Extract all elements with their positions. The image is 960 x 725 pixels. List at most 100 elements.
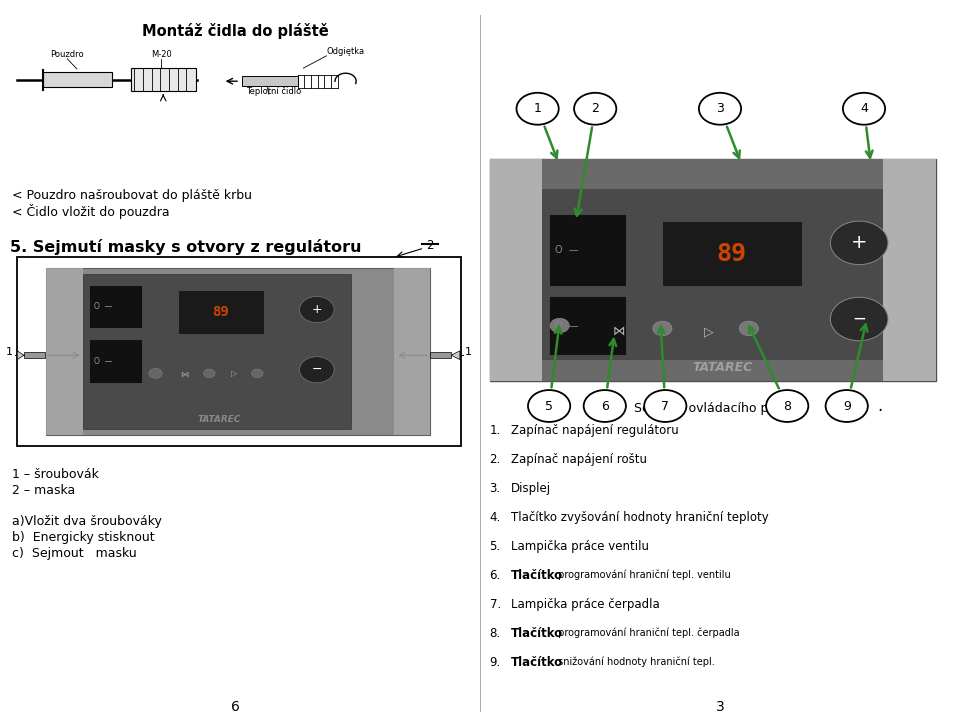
Text: 1 – šroubovák: 1 – šroubovák: [12, 468, 98, 481]
Bar: [17, 257, 461, 446]
Circle shape: [574, 93, 616, 125]
Circle shape: [300, 357, 334, 383]
Text: M-20: M-20: [151, 50, 172, 59]
Circle shape: [300, 297, 334, 323]
Bar: [24, 352, 45, 358]
Text: O  —: O —: [94, 302, 112, 311]
Text: Zapínač napájení roštu: Zapínač napájení roštu: [511, 453, 647, 466]
Circle shape: [644, 390, 686, 422]
Text: 5. Sejmutí masky s otvory z regulátoru: 5. Sejmutí masky s otvory z regulátoru: [10, 239, 361, 255]
Circle shape: [843, 93, 885, 125]
Bar: [89, 339, 142, 383]
Circle shape: [739, 321, 758, 336]
Text: c)  Sejmout   masku: c) Sejmout masku: [12, 547, 136, 560]
Text: b)  Energicky stisknout: b) Energicky stisknout: [12, 531, 155, 544]
Bar: [83, 274, 351, 429]
Text: Odgiętka: Odgiętka: [326, 47, 365, 57]
Circle shape: [699, 93, 741, 125]
Text: Lampička práce ventilu: Lampička práce ventilu: [511, 540, 649, 553]
Bar: [542, 188, 883, 360]
Text: O  —: O —: [555, 245, 579, 255]
Text: TATAREC: TATAREC: [692, 361, 753, 374]
Text: Tlačítko: Tlačítko: [511, 627, 563, 640]
Bar: [662, 221, 802, 286]
Bar: [242, 76, 298, 86]
Bar: [178, 290, 264, 334]
Bar: [549, 296, 626, 355]
Text: a)Vložit dva šroubováky: a)Vložit dva šroubováky: [12, 515, 161, 528]
Text: 3: 3: [716, 102, 724, 115]
Text: −: −: [852, 310, 866, 328]
Text: TATAREC: TATAREC: [197, 415, 241, 423]
Circle shape: [204, 369, 215, 378]
Text: −: −: [312, 363, 322, 376]
Text: +: +: [851, 233, 868, 252]
Text: ▷: ▷: [231, 369, 237, 378]
Text: Tlačítko: Tlačítko: [511, 656, 563, 669]
Bar: [46, 268, 83, 435]
Text: 1: 1: [6, 347, 13, 357]
Bar: [542, 160, 883, 188]
Polygon shape: [17, 351, 24, 360]
Text: O  —: O —: [94, 357, 112, 365]
Circle shape: [830, 221, 888, 265]
Bar: [46, 268, 430, 435]
Circle shape: [766, 390, 808, 422]
Text: ⋈: ⋈: [180, 369, 188, 378]
Text: 7.: 7.: [490, 598, 501, 611]
Text: 6: 6: [230, 700, 240, 714]
Text: 2: 2: [426, 239, 434, 252]
Text: 1: 1: [465, 347, 472, 357]
Text: < Pouzdro našroubovat do pláště krbu: < Pouzdro našroubovat do pláště krbu: [12, 188, 252, 202]
Bar: [542, 360, 883, 381]
Circle shape: [584, 390, 626, 422]
Polygon shape: [451, 351, 460, 360]
Text: .: .: [877, 397, 882, 415]
Text: O  —: O —: [555, 320, 579, 331]
Text: 9.: 9.: [490, 656, 501, 669]
Text: Lampička práce čerpadla: Lampička práce čerpadla: [511, 598, 660, 611]
Text: Teplotní čidlo: Teplotní čidlo: [246, 86, 301, 96]
Circle shape: [528, 390, 570, 422]
Text: 3.: 3.: [490, 482, 501, 495]
Text: Pouzdro: Pouzdro: [50, 50, 84, 59]
Bar: [883, 160, 936, 381]
Circle shape: [830, 297, 888, 341]
Text: Tlačítko zvyšování hodnoty hraniční teploty: Tlačítko zvyšování hodnoty hraniční tepl…: [511, 511, 768, 524]
Text: Tlačítko: Tlačítko: [511, 569, 563, 582]
Text: 8.: 8.: [490, 627, 501, 640]
Text: 2: 2: [591, 102, 599, 115]
Text: ▷: ▷: [704, 325, 713, 338]
Text: 1.: 1.: [490, 424, 501, 437]
Text: 4: 4: [860, 102, 868, 115]
Text: 3: 3: [715, 700, 725, 714]
Text: 8: 8: [783, 399, 791, 413]
Bar: [549, 214, 626, 286]
Text: 6: 6: [601, 399, 609, 413]
Bar: [131, 68, 196, 91]
Text: 9: 9: [843, 399, 851, 413]
Circle shape: [550, 318, 569, 333]
Text: 5.: 5.: [490, 540, 501, 553]
Bar: [43, 72, 112, 87]
Text: 6.: 6.: [490, 569, 501, 582]
Circle shape: [516, 93, 559, 125]
Bar: [490, 160, 542, 381]
Circle shape: [149, 368, 162, 378]
Bar: [490, 160, 936, 381]
Text: 1: 1: [534, 102, 541, 115]
Text: 89: 89: [716, 241, 747, 266]
Circle shape: [826, 390, 868, 422]
Text: snižování hodnoty hraniční tepl.: snižování hodnoty hraniční tepl.: [555, 656, 715, 666]
Text: 4.: 4.: [490, 511, 501, 524]
Text: 5: 5: [545, 399, 553, 413]
Text: Zapínač napájení regulátoru: Zapínač napájení regulátoru: [511, 424, 679, 437]
Text: 89: 89: [212, 304, 229, 319]
Text: programování hraniční tepl. čerpadla: programování hraniční tepl. čerpadla: [555, 627, 740, 637]
Circle shape: [252, 369, 263, 378]
Text: ⋈: ⋈: [612, 325, 626, 338]
Circle shape: [653, 321, 672, 336]
Text: 7: 7: [661, 399, 669, 413]
Bar: [89, 285, 142, 328]
Text: Displej: Displej: [511, 482, 551, 495]
